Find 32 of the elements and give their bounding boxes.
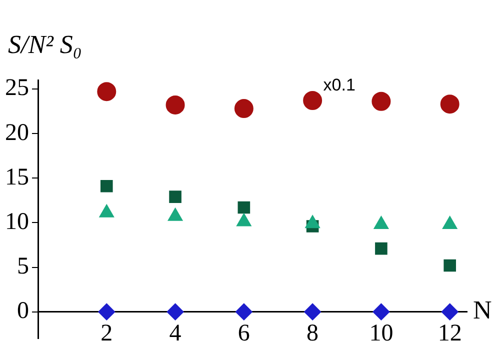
y-tick-label: 20 [5,120,29,146]
y-tick-label: 10 [5,208,29,235]
y-tick-label: 5 [17,254,29,280]
point [303,91,322,110]
point [166,303,184,320]
point [169,190,182,203]
point [97,82,116,102]
point [444,259,456,272]
x-tick-label: 8 [306,320,319,347]
point [440,94,460,114]
point [235,303,252,320]
point [375,242,388,255]
y-tick-label: 15 [5,164,29,190]
x-axis-title: N [473,296,492,325]
point [372,92,391,111]
x-tick-label: 10 [369,320,394,347]
x-tick-label: 4 [169,320,182,347]
y-axis-title: S/N² S₀ [8,30,82,60]
point [441,303,458,320]
point [98,303,116,320]
point [100,180,113,192]
point [166,95,185,114]
point [238,201,250,214]
point [234,99,254,118]
x-tick-label: 2 [100,320,113,347]
y-tick-label: 0 [17,298,29,324]
x-tick-label: 6 [238,320,250,347]
x-tick-label: 12 [438,320,462,347]
y-tick-label: 25 [5,75,29,102]
point [372,303,390,320]
annotation: x0.1 [323,76,356,95]
point [304,303,322,320]
